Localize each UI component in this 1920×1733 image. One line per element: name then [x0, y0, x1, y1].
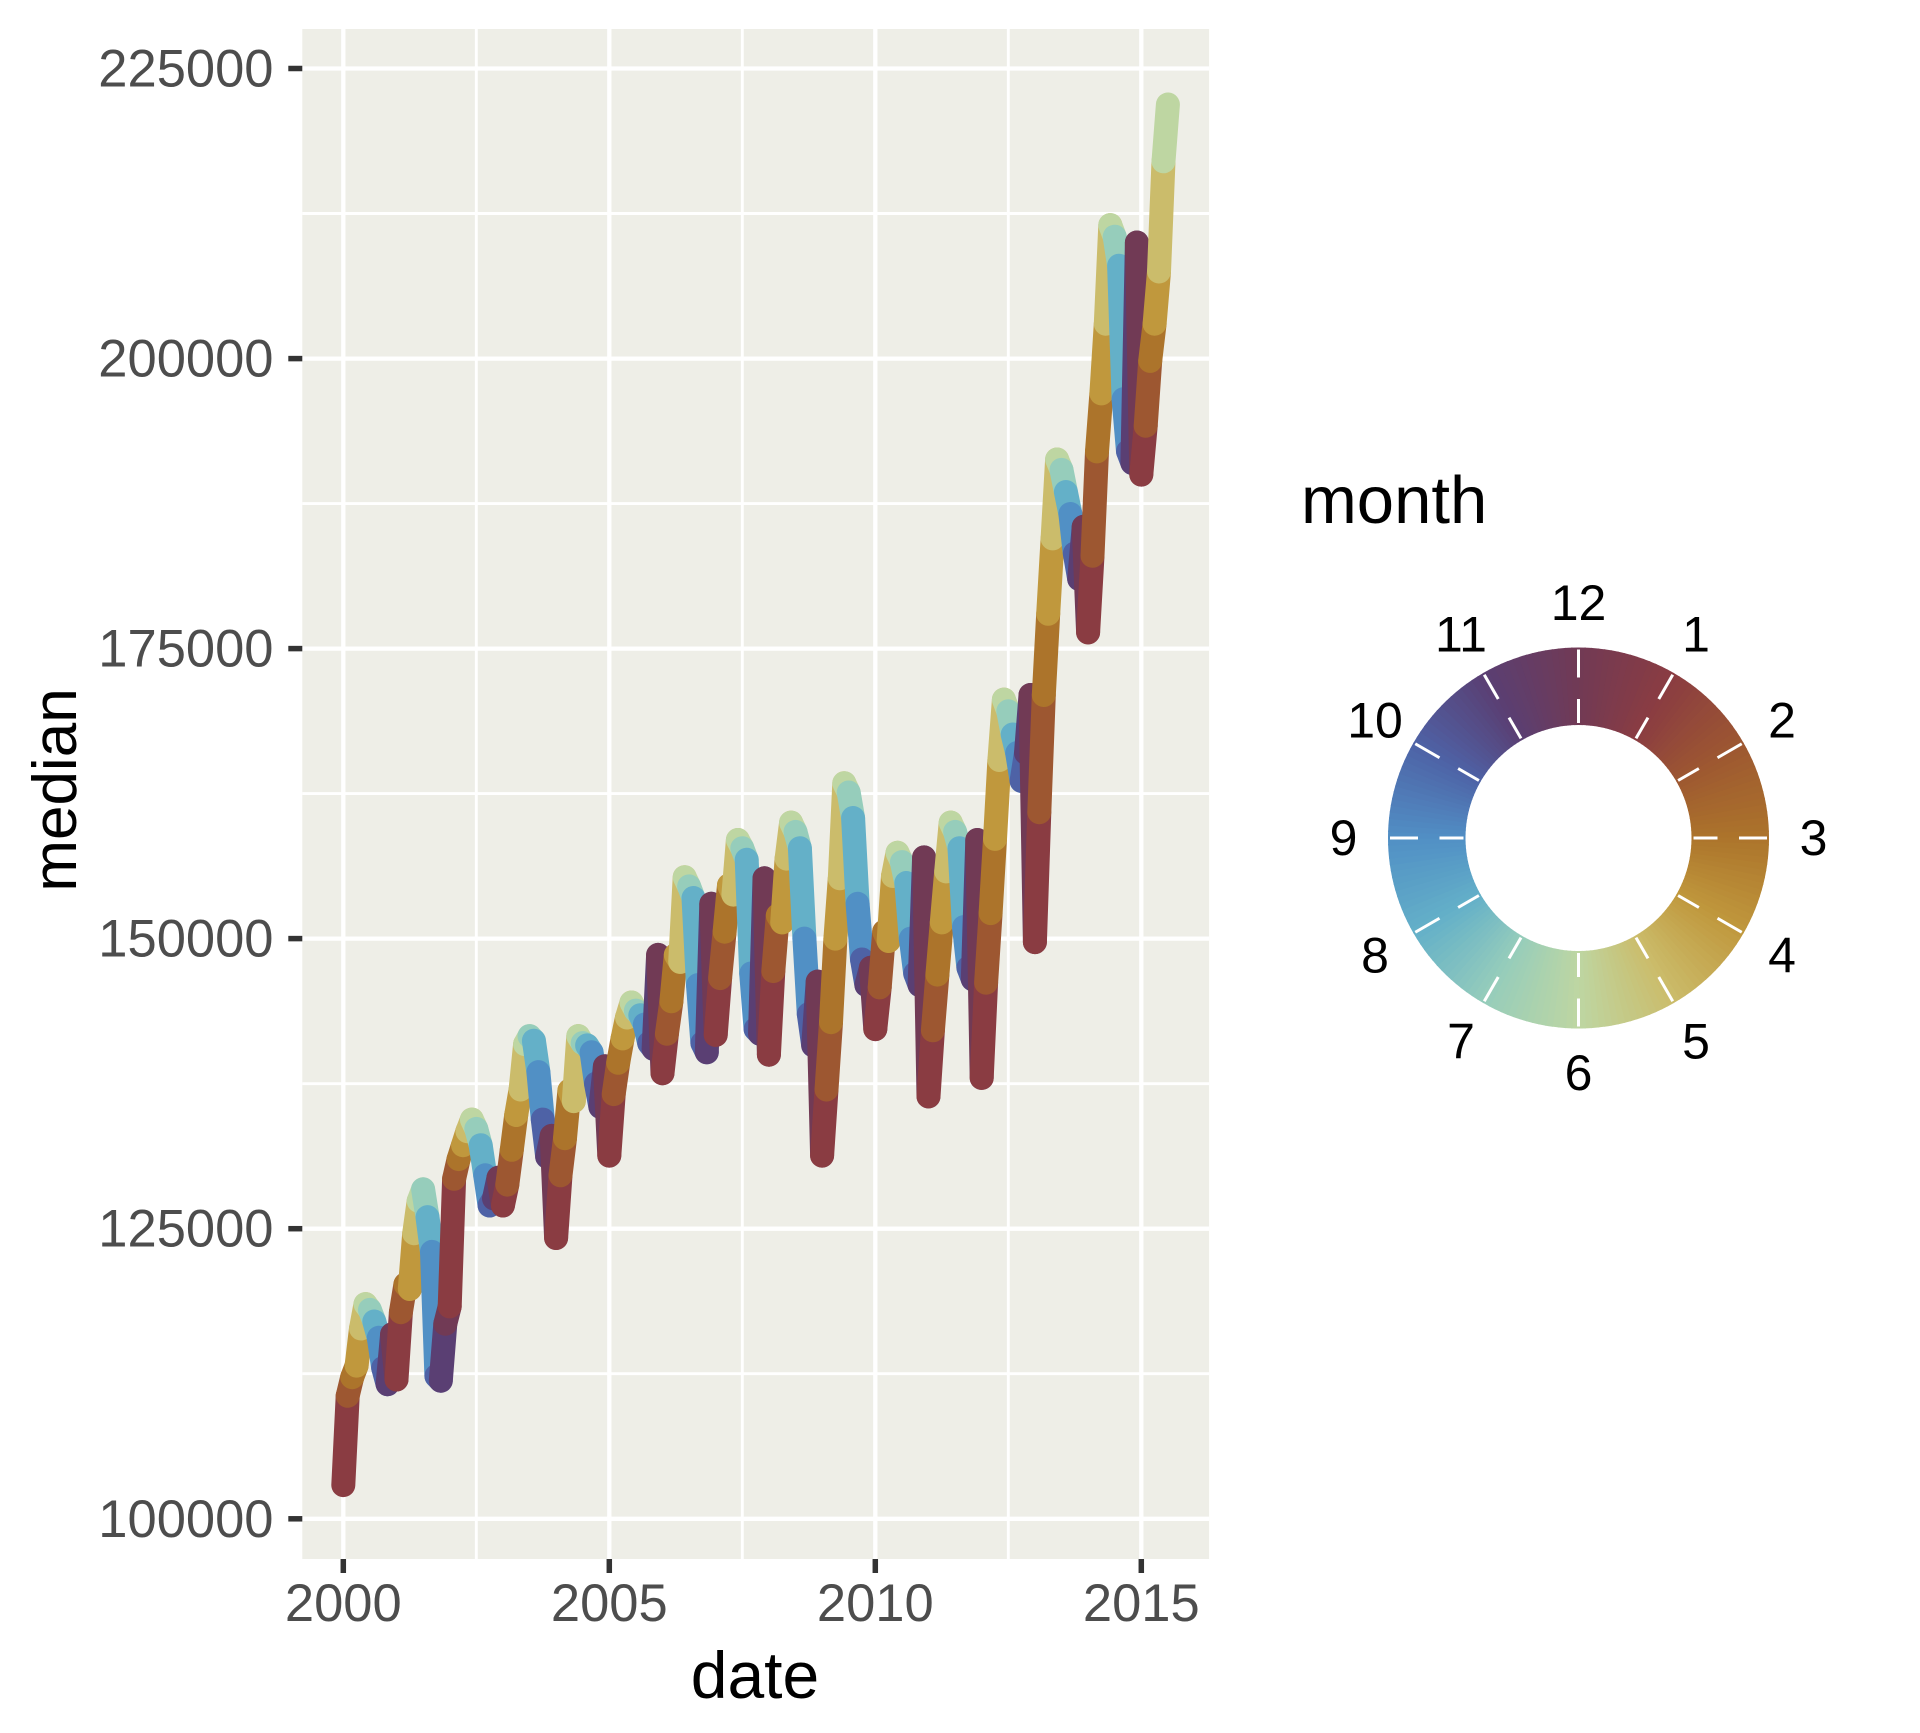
- svg-text:2000: 2000: [285, 1574, 402, 1633]
- svg-text:200000: 200000: [98, 330, 273, 389]
- svg-text:10: 10: [1347, 693, 1403, 749]
- svg-text:7: 7: [1447, 1014, 1475, 1070]
- svg-text:4: 4: [1768, 928, 1796, 984]
- svg-text:2005: 2005: [551, 1574, 668, 1633]
- svg-text:2: 2: [1768, 693, 1796, 749]
- svg-text:2015: 2015: [1083, 1574, 1200, 1633]
- svg-text:2010: 2010: [817, 1574, 934, 1633]
- svg-text:1: 1: [1682, 607, 1710, 663]
- svg-text:150000: 150000: [98, 910, 273, 969]
- svg-text:median: median: [21, 688, 90, 891]
- svg-text:11: 11: [1435, 607, 1487, 663]
- svg-text:225000: 225000: [98, 40, 273, 99]
- svg-text:5: 5: [1682, 1014, 1710, 1070]
- svg-text:date: date: [691, 1638, 819, 1712]
- svg-text:month: month: [1301, 463, 1487, 538]
- svg-text:12: 12: [1551, 575, 1607, 631]
- svg-text:8: 8: [1361, 928, 1389, 984]
- svg-text:3: 3: [1800, 810, 1828, 866]
- svg-text:9: 9: [1330, 810, 1358, 866]
- svg-text:100000: 100000: [98, 1490, 273, 1549]
- svg-text:125000: 125000: [98, 1200, 273, 1259]
- svg-text:6: 6: [1565, 1045, 1593, 1101]
- svg-text:175000: 175000: [98, 620, 273, 679]
